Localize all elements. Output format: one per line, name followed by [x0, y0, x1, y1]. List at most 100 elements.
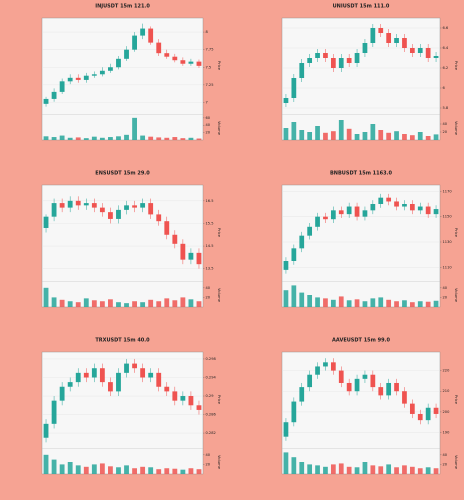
volume-bar	[425, 301, 431, 307]
volume-bar	[124, 303, 129, 307]
candle-body	[43, 216, 49, 228]
y-axis-label: Price	[454, 395, 459, 405]
volume-bar	[409, 302, 415, 307]
volume-bar	[99, 137, 105, 140]
plot-area	[281, 351, 441, 475]
volume-bar	[299, 462, 305, 474]
volume-bar	[164, 137, 170, 140]
volume-bar	[291, 457, 297, 474]
volume-bar	[43, 454, 49, 474]
y-tick-label: 6.6	[443, 26, 449, 30]
candle-body	[330, 362, 336, 371]
volume-bar	[67, 462, 73, 474]
volume-bar	[99, 301, 105, 307]
candle-body	[188, 396, 194, 406]
candle-body	[124, 363, 129, 373]
volume-bar	[323, 132, 328, 140]
volume-bar	[180, 469, 186, 474]
y2-axis-label: Volume	[217, 455, 222, 470]
volume-bar	[425, 136, 431, 140]
volume-bar	[378, 130, 384, 140]
candle-body	[156, 42, 162, 54]
y-tick-label: 13.5	[206, 267, 214, 271]
y-tick-label: 16.5	[206, 199, 214, 203]
candle-body	[59, 81, 65, 92]
volume-bar	[330, 464, 336, 474]
candle-body	[433, 407, 439, 414]
candle-body	[124, 49, 129, 59]
candle-body	[140, 368, 146, 378]
candle-body	[83, 372, 89, 378]
candle-body	[51, 400, 57, 424]
volume-bar	[362, 462, 368, 474]
volume-bar	[188, 137, 194, 140]
volume-bar	[425, 467, 431, 474]
candle-body	[99, 207, 105, 213]
y-tick-label: 1130	[443, 240, 453, 244]
chart-title: TRXUSDT 15m 40.0	[95, 338, 150, 344]
candle-body	[386, 382, 392, 396]
y-axis-label: Price	[454, 61, 459, 71]
y-tick-label: 0.282	[206, 431, 216, 435]
y-tick-label: 0.294	[206, 375, 217, 379]
volume-bar	[378, 466, 384, 474]
volume-bar	[59, 299, 65, 307]
y-tick-label: 190	[443, 431, 451, 435]
candle-body	[323, 216, 328, 220]
candle-body	[354, 53, 360, 63]
candle-body	[180, 243, 186, 260]
y2-tick-label: 40	[206, 453, 211, 457]
candle-body	[417, 413, 423, 421]
y2-tick-label: 20	[443, 130, 448, 134]
candle-body	[148, 203, 154, 215]
volume-bar	[124, 134, 129, 140]
y-tick-label: 1150	[443, 215, 453, 219]
volume-bar	[67, 301, 73, 307]
y-tick-label: 200	[443, 410, 451, 414]
y-axis-label: Price	[217, 228, 222, 238]
candle-body	[330, 210, 336, 220]
candle-body	[132, 363, 137, 369]
volume-bar	[51, 297, 57, 307]
candle-body	[291, 78, 297, 98]
volume-bar	[370, 298, 376, 307]
volume-bar	[315, 126, 320, 140]
volume-bar	[409, 466, 415, 474]
candle-body	[283, 98, 289, 103]
y-tick-label: 8	[206, 30, 209, 34]
volume-bar	[386, 132, 392, 140]
candle-body	[43, 423, 49, 438]
volume-bar	[417, 301, 423, 307]
volume-bar	[156, 469, 162, 474]
y2-axis-label: Volume	[454, 455, 459, 470]
volume-bar	[132, 117, 137, 140]
y2-axis-label: Volume	[217, 288, 222, 303]
candle-body	[172, 234, 178, 244]
candle-body	[99, 70, 105, 75]
volume-bar	[378, 297, 384, 307]
volume-bar	[51, 137, 57, 140]
candle-body	[402, 38, 407, 48]
volume-bar	[362, 301, 368, 307]
candle-body	[370, 28, 376, 43]
y-tick-label: 5.8	[443, 106, 449, 110]
volume-bar	[83, 466, 89, 474]
y2-tick-label: 20	[443, 295, 448, 299]
plot-area	[281, 184, 441, 308]
volume-bar	[291, 122, 297, 140]
candle-body	[425, 407, 431, 421]
y-tick-label: 15.5	[206, 221, 214, 225]
volume-bar	[196, 469, 202, 474]
y2-tick-label: 40	[206, 123, 211, 127]
candle-body	[323, 362, 328, 367]
volume-bar	[299, 130, 305, 140]
y-axis-label: Price	[454, 228, 459, 238]
candle-body	[362, 210, 368, 217]
volume-bar	[156, 301, 162, 307]
y2-tick-label: 20	[206, 295, 211, 299]
candle-body	[67, 382, 73, 387]
candle-body	[108, 67, 113, 71]
candle-body	[338, 58, 344, 68]
volume-bar	[43, 287, 49, 307]
volume-bar	[386, 299, 392, 307]
